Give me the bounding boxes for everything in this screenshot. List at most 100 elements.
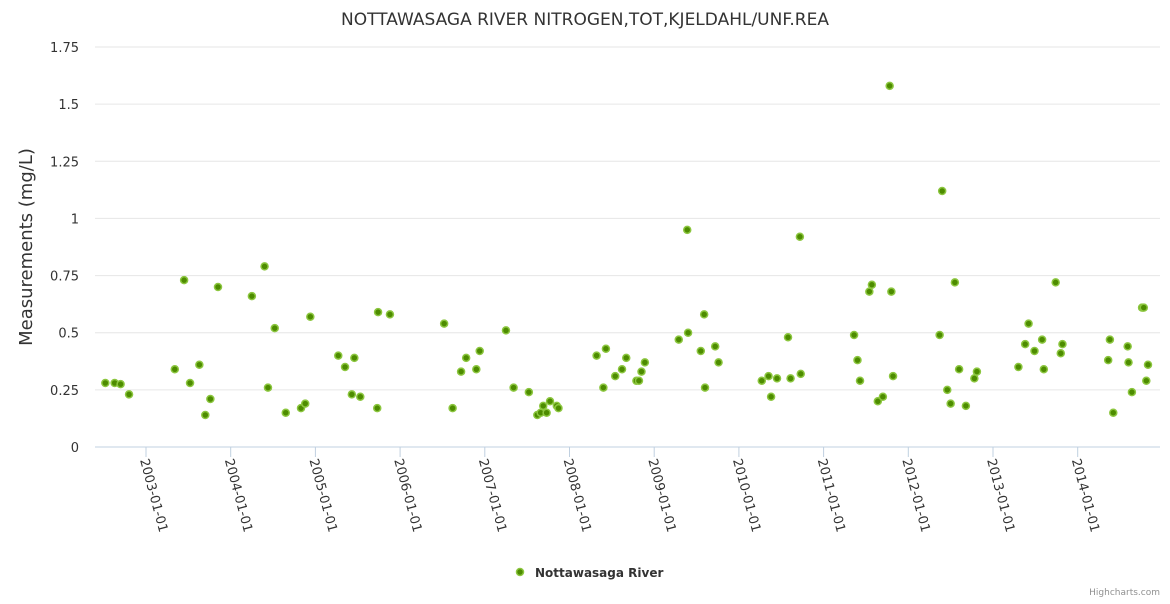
data-point[interactable] [1058, 339, 1067, 349]
data-point[interactable] [855, 376, 865, 385]
data-point[interactable] [501, 326, 511, 335]
data-point[interactable] [1105, 335, 1115, 344]
data-point[interactable] [682, 225, 692, 235]
data-point[interactable] [617, 365, 627, 374]
data-point[interactable] [475, 346, 484, 356]
data-point[interactable] [247, 291, 257, 301]
data-point[interactable] [356, 392, 365, 401]
data-point[interactable] [340, 362, 350, 372]
data-point[interactable] [1127, 387, 1137, 397]
data-point[interactable] [124, 390, 134, 399]
data-point[interactable] [853, 355, 862, 365]
data-point[interactable] [1123, 342, 1132, 351]
data-point[interactable] [281, 408, 291, 417]
data-point[interactable] [599, 383, 608, 392]
data-point[interactable] [972, 367, 982, 376]
data-point[interactable] [206, 394, 215, 404]
data-point[interactable] [334, 351, 343, 360]
data-point[interactable] [943, 385, 952, 395]
data-point[interactable] [538, 401, 548, 411]
data-point[interactable] [385, 310, 395, 319]
data-point[interactable] [306, 312, 315, 321]
data-point[interactable] [674, 335, 684, 344]
data-point[interactable] [472, 365, 481, 374]
data-point[interactable] [961, 401, 971, 411]
data-point[interactable] [849, 330, 859, 340]
credits[interactable]: Highcharts.com [1089, 588, 1160, 598]
legend[interactable]: Nottawasaga River [515, 566, 664, 580]
data-point[interactable] [1103, 355, 1113, 365]
data-point[interactable] [1051, 278, 1060, 287]
data-point[interactable] [439, 319, 449, 328]
data-point[interactable] [456, 367, 466, 376]
data-point[interactable] [621, 353, 631, 363]
data-point[interactable] [545, 397, 555, 406]
data-point[interactable] [373, 307, 383, 317]
data-point[interactable] [700, 383, 710, 392]
data-point[interactable] [867, 280, 877, 289]
data-point[interactable] [887, 287, 896, 296]
data-point[interactable] [524, 387, 534, 397]
data-point[interactable] [1142, 376, 1151, 385]
data-point[interactable] [601, 344, 611, 353]
data-point[interactable] [772, 374, 782, 383]
data-point[interactable] [610, 371, 620, 381]
data-point[interactable] [873, 397, 883, 406]
data-point[interactable] [448, 403, 457, 413]
data-point[interactable] [170, 365, 180, 374]
data-point[interactable] [683, 328, 693, 337]
data-point[interactable] [201, 410, 210, 420]
data-point[interactable] [935, 330, 944, 340]
data-point[interactable] [714, 358, 723, 367]
data-point[interactable] [509, 383, 518, 392]
data-point[interactable] [213, 282, 223, 292]
data-point[interactable] [796, 369, 805, 379]
data-point[interactable] [970, 374, 979, 383]
data-point[interactable] [878, 392, 888, 401]
data-point[interactable] [637, 367, 646, 376]
legend-label[interactable]: Nottawasaga River [535, 566, 663, 580]
data-point[interactable] [1037, 335, 1047, 344]
data-point[interactable] [1020, 339, 1030, 349]
data-point[interactable] [1014, 362, 1023, 372]
data-point[interactable] [347, 390, 357, 399]
data-point[interactable] [634, 376, 644, 385]
data-point[interactable] [710, 342, 720, 351]
data-point[interactable] [101, 378, 110, 388]
data-point[interactable] [592, 351, 601, 360]
data-point[interactable] [1039, 365, 1049, 374]
data-point[interactable] [766, 392, 776, 401]
data-point[interactable] [696, 346, 706, 356]
data-point[interactable] [888, 371, 898, 381]
data-point[interactable] [764, 371, 773, 381]
data-point[interactable] [270, 323, 279, 333]
data-point[interactable] [461, 353, 471, 363]
data-point[interactable] [885, 81, 894, 91]
data-point[interactable] [937, 186, 947, 196]
data-point[interactable] [300, 399, 310, 408]
data-point[interactable] [786, 374, 795, 383]
data-point[interactable] [116, 379, 125, 389]
data-point[interactable] [554, 403, 563, 413]
data-point[interactable] [757, 376, 767, 385]
data-point[interactable] [1024, 319, 1033, 328]
data-point[interactable] [699, 310, 709, 319]
data-point[interactable] [372, 403, 382, 413]
data-point[interactable] [954, 365, 964, 374]
data-point[interactable] [783, 333, 793, 342]
data-point[interactable] [350, 353, 359, 363]
data-point[interactable] [950, 278, 960, 287]
data-point[interactable] [263, 383, 273, 392]
data-point[interactable] [542, 408, 551, 417]
data-point[interactable] [185, 378, 195, 388]
data-point[interactable] [1143, 360, 1153, 369]
data-point[interactable] [1124, 358, 1133, 367]
data-point[interactable] [795, 232, 805, 241]
data-point[interactable] [1139, 303, 1149, 312]
data-point[interactable] [1030, 346, 1039, 356]
data-point[interactable] [640, 358, 650, 367]
data-point[interactable] [1109, 408, 1118, 417]
data-point[interactable] [195, 360, 204, 369]
data-point[interactable] [179, 275, 189, 285]
data-point[interactable] [260, 262, 269, 271]
